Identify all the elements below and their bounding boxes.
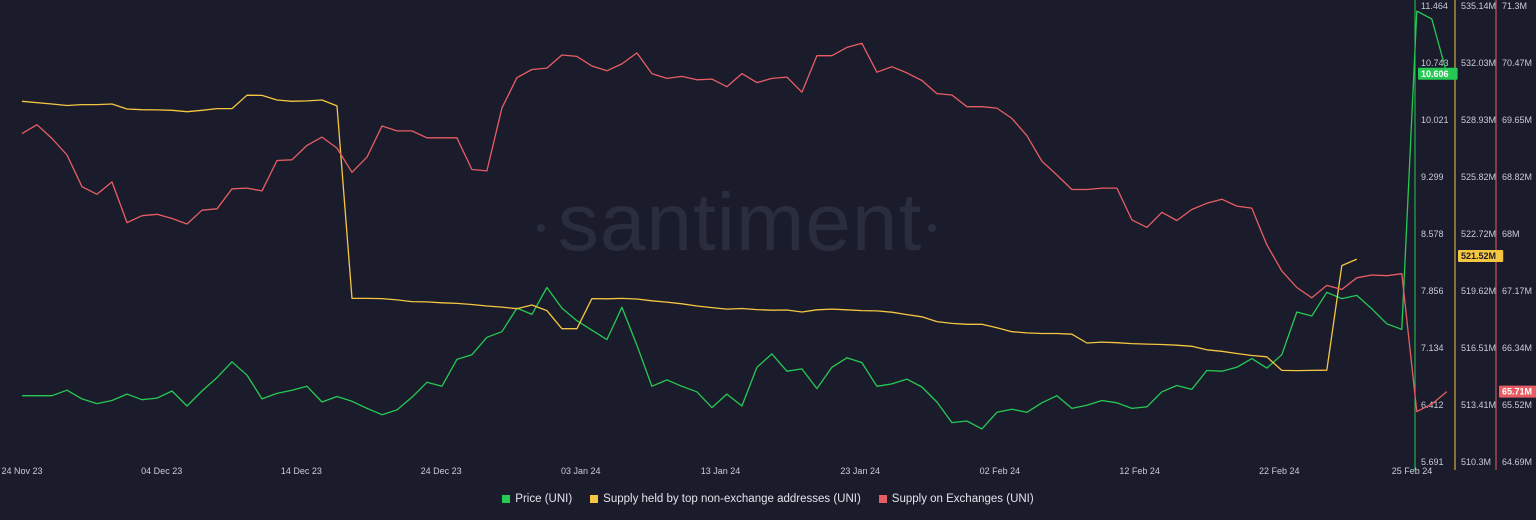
x-tick-label: 12 Feb 24	[1119, 466, 1160, 476]
x-tick-label: 23 Jan 24	[840, 466, 880, 476]
top_supply-tick-label: 513.41M	[1461, 400, 1496, 410]
x-tick-label: 03 Jan 24	[561, 466, 601, 476]
legend-label-exchange-supply: Supply on Exchanges (UNI)	[891, 493, 1034, 505]
legend-item-top-supply[interactable]: Supply held by top non-exchange addresse…	[590, 493, 861, 505]
top_supply-tick-label: 522.72M	[1461, 229, 1496, 239]
price-tick-label: 6.412	[1421, 400, 1444, 410]
price-tick-label: 5.691	[1421, 457, 1444, 467]
price-current-value: 10.606	[1421, 69, 1449, 79]
price-tick-label: 8.578	[1421, 229, 1444, 239]
exchange_supply-tick-label: 65.52M	[1502, 400, 1532, 410]
legend-swatch-exchange-supply	[878, 495, 887, 503]
top_supply-tick-label: 525.82M	[1461, 172, 1496, 182]
price-current-badge	[1418, 67, 1458, 80]
top_supply-tick-label: 535.14M	[1461, 1, 1496, 11]
series-line-price	[22, 10, 1448, 430]
top_supply-tick-label: 519.62M	[1461, 286, 1496, 296]
price-tick-label: 7.134	[1421, 343, 1444, 353]
series-line-top_supply	[21, 94, 1358, 372]
x-axis: 24 Nov 23 04 Dec 23 14 Dec 23 24 Dec 23 03 J…	[1, 466, 1432, 476]
x-tick-label: 24 Dec 23	[421, 466, 462, 476]
x-tick-label: 14 Dec 23	[281, 466, 322, 476]
exchange_supply-tick-label: 69.65M	[1502, 115, 1532, 125]
legend-label-price: Price (UNI)	[515, 493, 573, 505]
series-layer	[21, 10, 1448, 430]
x-tick-label: 24 Nov 23	[1, 466, 42, 476]
top_supply-tick-label: 532.03M	[1461, 58, 1496, 68]
exchange_supply-tick-label: 68.82M	[1502, 172, 1532, 182]
price-tick-label: 9.299	[1421, 172, 1444, 182]
watermark-dot-right	[928, 224, 936, 232]
legend-item-exchange-supply[interactable]: Supply on Exchanges (UNI)	[878, 493, 1034, 505]
legend-item-price[interactable]: Price (UNI)	[502, 493, 572, 505]
price-tick-label: 11.464	[1421, 1, 1448, 11]
series-line-exchange_supply	[21, 42, 1448, 413]
exchange_supply-tick-label: 66.34M	[1502, 343, 1532, 353]
top_supply-current-badge	[1458, 250, 1504, 263]
x-tick-label: 25 Feb 24	[1392, 466, 1433, 476]
legend: Price (UNI) Supply held by top non-excha…	[0, 493, 1536, 505]
price-tick-label: 7.856	[1421, 286, 1444, 296]
x-tick-label: 22 Feb 24	[1259, 466, 1300, 476]
legend-swatch-top-supply	[590, 495, 599, 503]
x-tick-label: 04 Dec 23	[141, 466, 182, 476]
chart-svg: santiment 11.464 10.743 10.021 9.299 8.578 7.…	[1, 0, 1536, 476]
axes-layer: 11.464 10.743 10.021 9.299 8.578 7.856 7.134 6.…	[1414, 0, 1532, 470]
x-tick-label: 02 Feb 24	[980, 466, 1021, 476]
legend-label-top-supply: Supply held by top non-exchange addresse…	[603, 493, 861, 505]
top_supply-tick-label: 516.51M	[1461, 343, 1496, 353]
top_supply-current-value: 521.52M	[1461, 251, 1496, 261]
santiment-watermark: santiment	[558, 177, 923, 268]
exchange_supply-current-badge	[1499, 385, 1536, 398]
exchange_supply-tick-label: 68M	[1502, 229, 1520, 239]
exchange_supply-tick-label: 64.69M	[1502, 457, 1532, 467]
top_supply-tick-label: 510.3M	[1461, 457, 1491, 467]
badge-layer: 10.606 521.52M 65.71M	[1418, 67, 1536, 398]
watermark-dot-left	[537, 224, 545, 232]
exchange_supply-tick-label: 70.47M	[1502, 58, 1532, 68]
exchange_supply-tick-label: 67.17M	[1502, 286, 1532, 296]
legend-swatch-price	[502, 495, 511, 503]
price-tick-label: 10.743	[1421, 58, 1449, 68]
exchange_supply-current-value: 65.71M	[1502, 387, 1532, 397]
x-tick-label: 13 Jan 24	[701, 466, 741, 476]
exchange_supply-tick-label: 71.3M	[1502, 1, 1527, 11]
top_supply-tick-label: 528.93M	[1461, 115, 1496, 125]
price-tick-label: 10.021	[1421, 115, 1449, 125]
